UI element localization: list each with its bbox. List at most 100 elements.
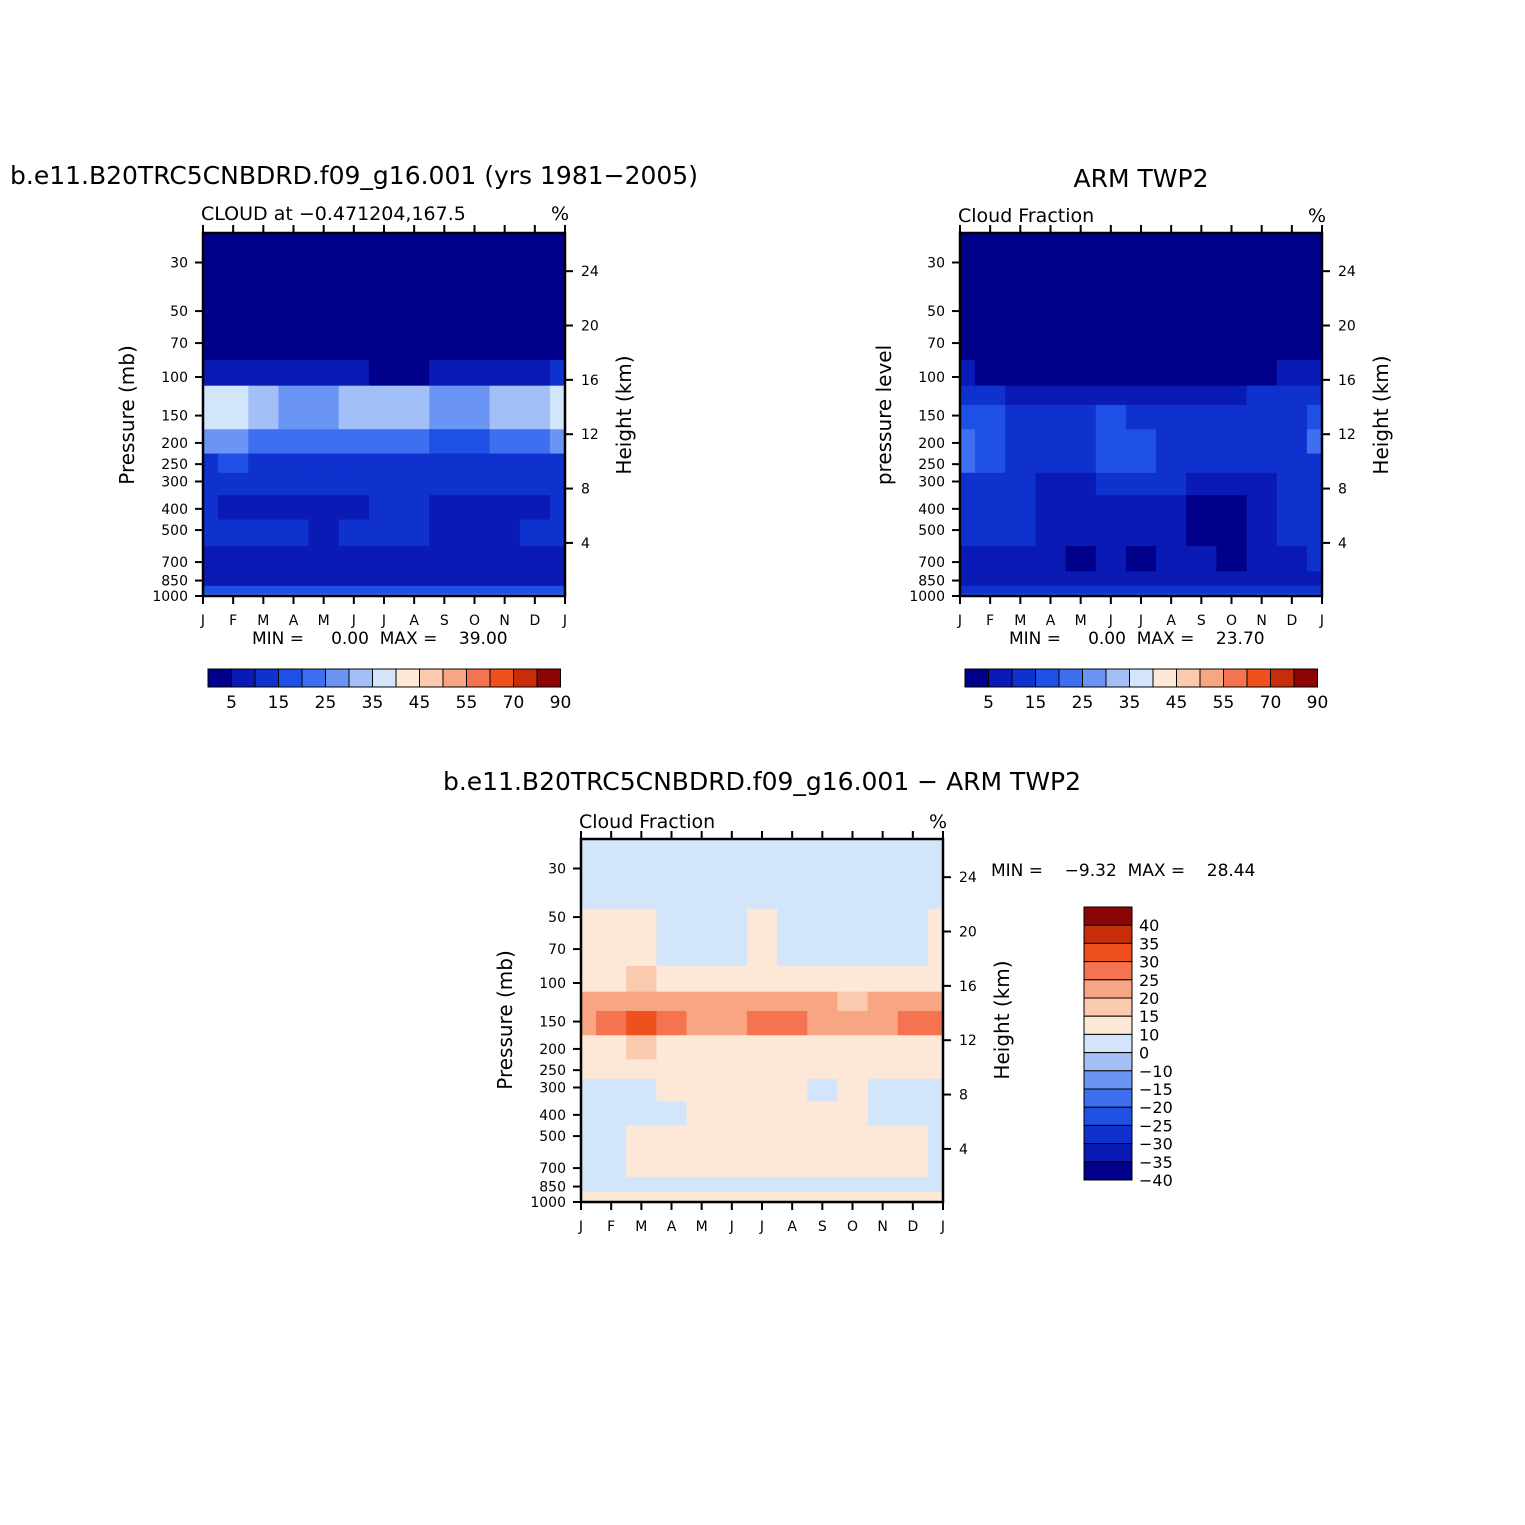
heatmap-cell xyxy=(960,385,976,406)
heatmap-cell xyxy=(686,1101,718,1127)
heatmap-cell xyxy=(777,1101,808,1127)
heatmap-cell xyxy=(867,908,899,967)
y-tick-label: 850 xyxy=(539,1180,566,1196)
heatmap-cell xyxy=(1125,519,1157,547)
heatmap-cell xyxy=(1156,404,1187,430)
heatmap-cell xyxy=(837,966,869,993)
heatmap-cell xyxy=(716,908,748,967)
heatmap-cell xyxy=(399,429,430,455)
heatmap-cell xyxy=(656,1078,688,1102)
heatmap-cell xyxy=(1156,429,1187,455)
x-tick-label: J xyxy=(200,613,205,629)
panel-obs-plot xyxy=(960,233,1322,596)
y-tick-label: 400 xyxy=(539,1108,566,1124)
heatmap-cell xyxy=(837,1125,869,1153)
heatmap-cell xyxy=(1276,302,1308,361)
heatmap-cell xyxy=(519,404,551,430)
heatmap-cell xyxy=(368,385,400,406)
x-tick-label: D xyxy=(907,1219,918,1235)
heatmap-cell xyxy=(549,233,565,304)
heatmap-cell xyxy=(1065,453,1097,474)
heatmap-cell xyxy=(807,1101,839,1127)
heatmap-cell xyxy=(338,429,370,455)
colorbar-swatch xyxy=(1083,942,1133,963)
heatmap-cell xyxy=(777,1059,808,1080)
heatmap-cell xyxy=(338,453,370,474)
y-tick-label: 150 xyxy=(918,409,945,425)
y-right-tick-label: 12 xyxy=(959,1033,977,1049)
colorbar-swatch xyxy=(1083,1015,1133,1035)
colorbar-label: 15 xyxy=(1139,1007,1159,1026)
heatmap-cell xyxy=(746,1035,778,1061)
heatmap-cell xyxy=(837,1059,869,1080)
heatmap-cell xyxy=(519,385,551,406)
heatmap-cell xyxy=(1065,472,1097,496)
heatmap-cell xyxy=(1065,360,1097,387)
colorbar-swatch xyxy=(1083,961,1133,981)
colorbar-swatch xyxy=(1083,1052,1133,1072)
y-tick-label: 500 xyxy=(918,523,945,539)
heatmap-cell xyxy=(746,1191,778,1201)
y-tick-label: 100 xyxy=(539,976,566,992)
heatmap-cell xyxy=(1186,453,1218,474)
heatmap-cell xyxy=(686,1078,718,1102)
heatmap-cell xyxy=(626,1177,658,1193)
heatmap-cell xyxy=(960,571,976,587)
heatmap-cell xyxy=(596,1101,627,1127)
heatmap-cell xyxy=(549,546,565,572)
y-right-tick-label: 20 xyxy=(1338,319,1356,335)
heatmap-cell xyxy=(1186,360,1218,387)
heatmap-cell xyxy=(837,1152,869,1178)
heatmap-cell xyxy=(1276,404,1308,430)
heatmap-cell xyxy=(975,546,1006,572)
heatmap-cell xyxy=(1276,453,1308,474)
panel-obs-ylabel: pressure level xyxy=(872,345,896,485)
heatmap-cell xyxy=(1065,571,1097,587)
panel-obs-title: ARM TWP2 xyxy=(1074,164,1209,193)
heatmap-cell xyxy=(519,360,551,387)
heatmap-cell xyxy=(656,1177,688,1193)
heatmap-cell xyxy=(429,585,461,595)
heatmap-cell xyxy=(1186,546,1218,572)
heatmap-cell xyxy=(1005,404,1037,430)
heatmap-cell xyxy=(656,991,688,1012)
heatmap-cell xyxy=(338,302,370,361)
heatmap-cell xyxy=(399,385,430,406)
heatmap-cell xyxy=(248,429,280,455)
heatmap-cell xyxy=(459,429,491,455)
heatmap-cell xyxy=(1156,546,1187,572)
panel-model-stats: MIN = 0.00 MAX = 39.00 xyxy=(252,629,508,649)
x-tick-label: J xyxy=(562,613,567,629)
heatmap-cell xyxy=(626,1010,658,1036)
x-tick-label: A xyxy=(667,1219,677,1235)
heatmap-cell xyxy=(1035,429,1067,455)
heatmap-cell xyxy=(278,453,310,474)
heatmap-cell xyxy=(203,571,219,587)
heatmap-cell xyxy=(1246,453,1278,474)
y-tick-label: 850 xyxy=(918,574,945,590)
heatmap-cell xyxy=(777,908,808,967)
heatmap-cell xyxy=(203,233,219,304)
heatmap-cell xyxy=(626,1059,658,1080)
heatmap-cell xyxy=(807,908,839,967)
heatmap-cell xyxy=(1125,546,1157,572)
y-tick-label: 700 xyxy=(918,555,945,571)
colorbar-label: 15 xyxy=(1025,693,1047,713)
heatmap-cell xyxy=(1186,585,1218,595)
heatmap-cell xyxy=(429,385,461,406)
heatmap-cell xyxy=(549,429,565,455)
heatmap-cell xyxy=(686,1152,718,1178)
colorbar-label: 15 xyxy=(268,693,290,713)
heatmap-cell xyxy=(975,519,1006,547)
heatmap-cell xyxy=(686,966,718,993)
heatmap-cell xyxy=(837,1010,869,1036)
heatmap-cell xyxy=(960,453,976,474)
x-tick-label: J xyxy=(1108,613,1113,629)
colorbar-swatch xyxy=(348,668,373,688)
panel-model-subtitle: CLOUD at −0.471204,167.5 xyxy=(201,203,466,225)
heatmap-cell xyxy=(656,1191,688,1201)
heatmap-cell xyxy=(777,1152,808,1178)
heatmap-cell xyxy=(278,546,310,572)
heatmap-cell xyxy=(581,908,597,967)
